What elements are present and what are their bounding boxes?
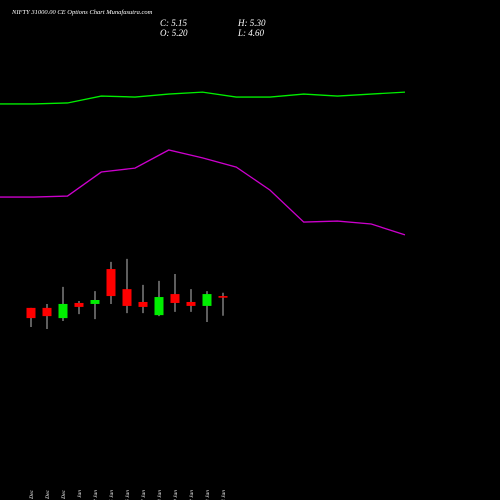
candle-body bbox=[42, 307, 52, 317]
info-close: C: 5.15 bbox=[160, 18, 188, 28]
x-tick-label: 07 Jan bbox=[141, 490, 147, 500]
info-high: H: 5.30 bbox=[237, 18, 266, 28]
candle-body bbox=[122, 289, 132, 306]
chart-title: NIFTY 31000.00 CE Options Chart Munafasu… bbox=[11, 9, 153, 16]
x-tick-label: 01 Jan bbox=[77, 490, 83, 500]
candle-body bbox=[58, 303, 68, 319]
info-open: O: 5.20 bbox=[160, 28, 188, 38]
x-tick-label: 13 Jan bbox=[205, 490, 211, 500]
x-tick-label: 09 Jan bbox=[173, 490, 179, 500]
candle-body bbox=[170, 294, 180, 303]
x-tick-label: 05 Jan bbox=[109, 490, 115, 500]
candle-body bbox=[202, 294, 212, 306]
candle-body bbox=[218, 296, 228, 298]
candle-body bbox=[90, 300, 100, 304]
candle-body bbox=[186, 301, 196, 306]
indicator-line bbox=[0, 149, 406, 236]
x-tick-label: 06 Jan bbox=[125, 490, 131, 500]
indicator-line bbox=[0, 91, 406, 105]
candle-body bbox=[106, 269, 116, 297]
candle-body bbox=[74, 302, 84, 307]
x-tick-label: 12 Jan bbox=[189, 490, 195, 500]
candle-body bbox=[138, 301, 148, 307]
x-tick-label: 29 Dec bbox=[29, 489, 35, 500]
x-tick-label: 30 Dec bbox=[45, 489, 51, 500]
x-tick-label: 02 Jan bbox=[93, 490, 99, 500]
x-tick-label: 31 Dec bbox=[61, 489, 67, 500]
candle-body bbox=[154, 297, 164, 316]
candle-body bbox=[26, 307, 36, 319]
x-tick-label: 08 Jan bbox=[157, 490, 163, 500]
info-low: L: 4.60 bbox=[237, 28, 265, 38]
x-tick-label: 14 Jan bbox=[220, 490, 227, 500]
